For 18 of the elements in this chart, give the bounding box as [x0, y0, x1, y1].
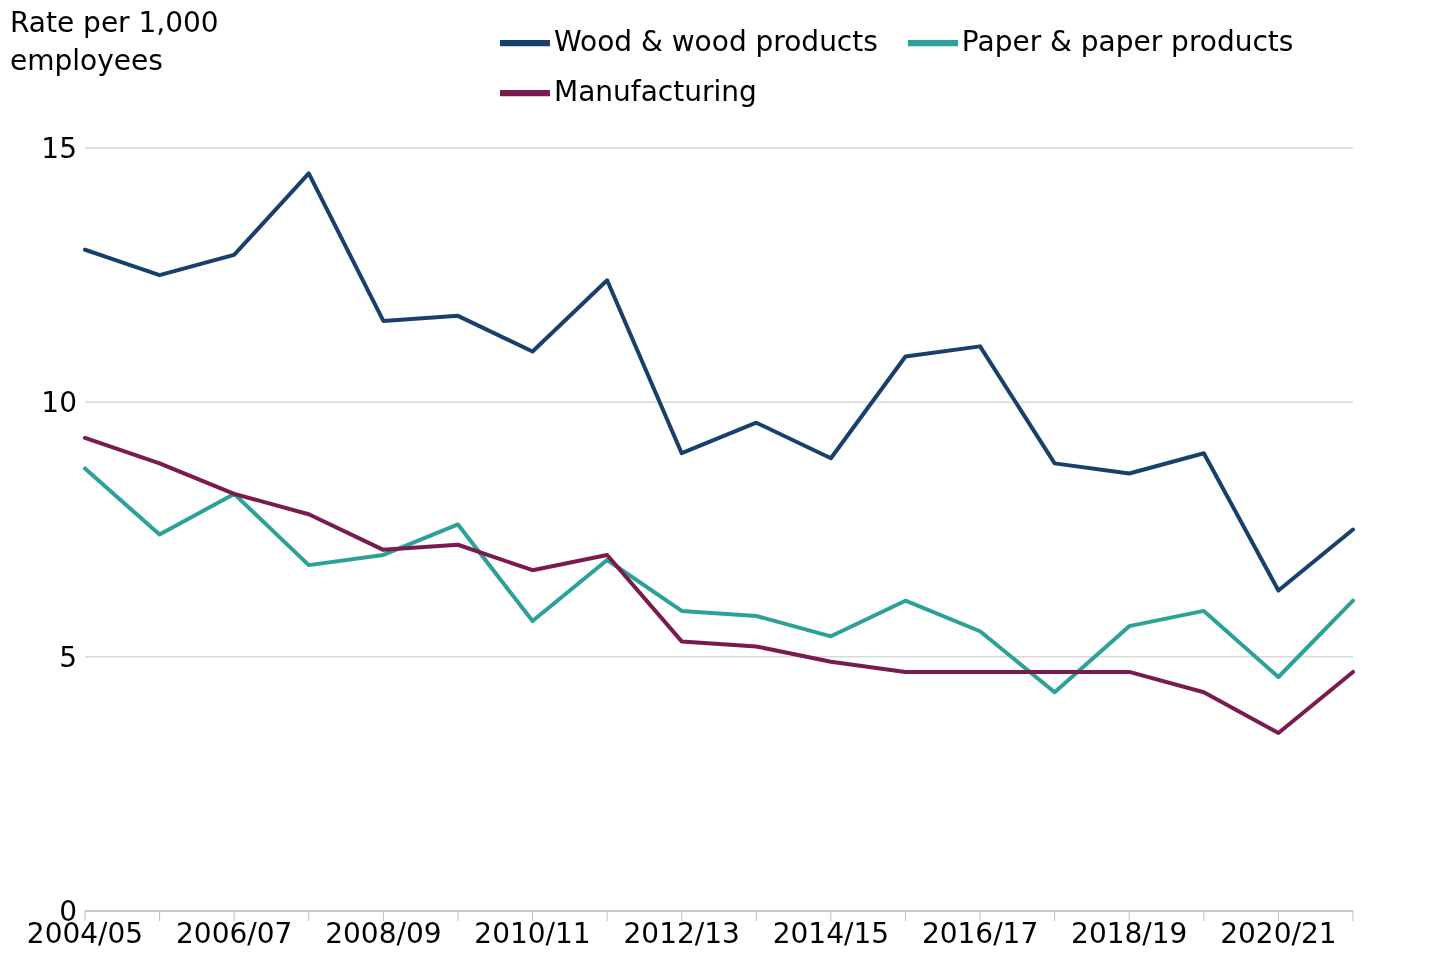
x-tick-label: 2012/13 [623, 916, 740, 950]
x-tick-label: 2016/17 [921, 916, 1039, 950]
x-tick-label: 2014/15 [772, 916, 890, 950]
x-tick-label: 2010/11 [474, 916, 591, 950]
y-tick-label: 15 [41, 131, 77, 165]
y-tick-label: 5 [59, 640, 77, 674]
x-tick-label: 2008/09 [325, 916, 442, 950]
legend-label: Manufacturing [554, 75, 757, 108]
legend-label: Wood & wood products [554, 25, 878, 58]
line-series [83, 435, 1355, 735]
legend-label: Paper & paper products [961, 25, 1294, 58]
x-tick-label: 2020/21 [1220, 916, 1337, 950]
x-tick-label: 2018/19 [1071, 916, 1188, 950]
y-tick-label: 10 [41, 386, 77, 420]
y-axis-title: Rate per 1,000 employees [10, 5, 220, 79]
x-tick-label: 2006/07 [176, 916, 293, 950]
line-series [83, 466, 1355, 695]
line-series [83, 171, 1355, 593]
